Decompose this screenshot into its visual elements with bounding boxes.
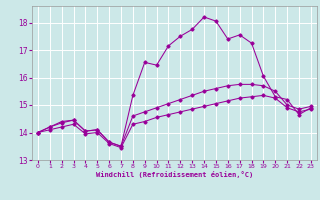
- X-axis label: Windchill (Refroidissement éolien,°C): Windchill (Refroidissement éolien,°C): [96, 171, 253, 178]
